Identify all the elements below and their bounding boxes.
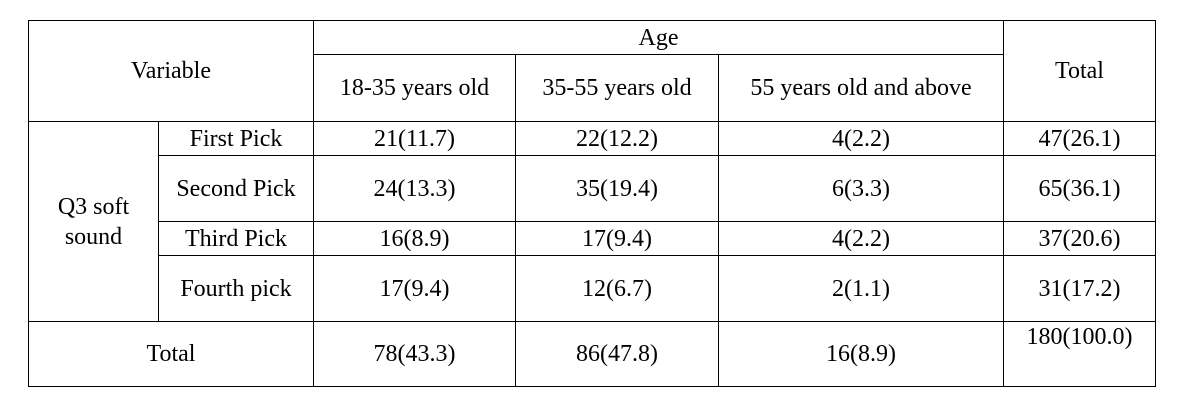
cell: 22(12.2) [515, 121, 719, 156]
header-age: Age [313, 20, 1004, 55]
cell: 6(3.3) [718, 155, 1004, 222]
total-cell: 78(43.3) [313, 321, 516, 387]
cell: 35(19.4) [515, 155, 719, 222]
age-group: 55 years old and above [718, 54, 1004, 122]
group-label: Q3 soft sound [28, 121, 159, 322]
row-label: Third Pick [158, 221, 314, 256]
age-group: 35-55 years old [515, 54, 719, 122]
cell: 17(9.4) [313, 255, 516, 322]
cell: 47(26.1) [1003, 121, 1156, 156]
cell: 17(9.4) [515, 221, 719, 256]
cell: 2(1.1) [718, 255, 1004, 322]
total-cell: 180(100.0) [1003, 321, 1156, 387]
total-label: Total [28, 321, 314, 387]
crosstab: Variable Age Total 18-35 years old 35-55… [28, 20, 1156, 387]
cell: 12(6.7) [515, 255, 719, 322]
total-cell: 86(47.8) [515, 321, 719, 387]
header-total: Total [1003, 20, 1156, 122]
cell: 21(11.7) [313, 121, 516, 156]
cell: 65(36.1) [1003, 155, 1156, 222]
cell: 4(2.2) [718, 221, 1004, 256]
row-label: Fourth pick [158, 255, 314, 322]
total-cell: 16(8.9) [718, 321, 1004, 387]
cell: 37(20.6) [1003, 221, 1156, 256]
cell: 31(17.2) [1003, 255, 1156, 322]
age-group: 18-35 years old [313, 54, 516, 122]
row-label: First Pick [158, 121, 314, 156]
cell: 16(8.9) [313, 221, 516, 256]
cell: 24(13.3) [313, 155, 516, 222]
cell: 4(2.2) [718, 121, 1004, 156]
header-variable: Variable [28, 20, 314, 122]
row-label: Second Pick [158, 155, 314, 222]
